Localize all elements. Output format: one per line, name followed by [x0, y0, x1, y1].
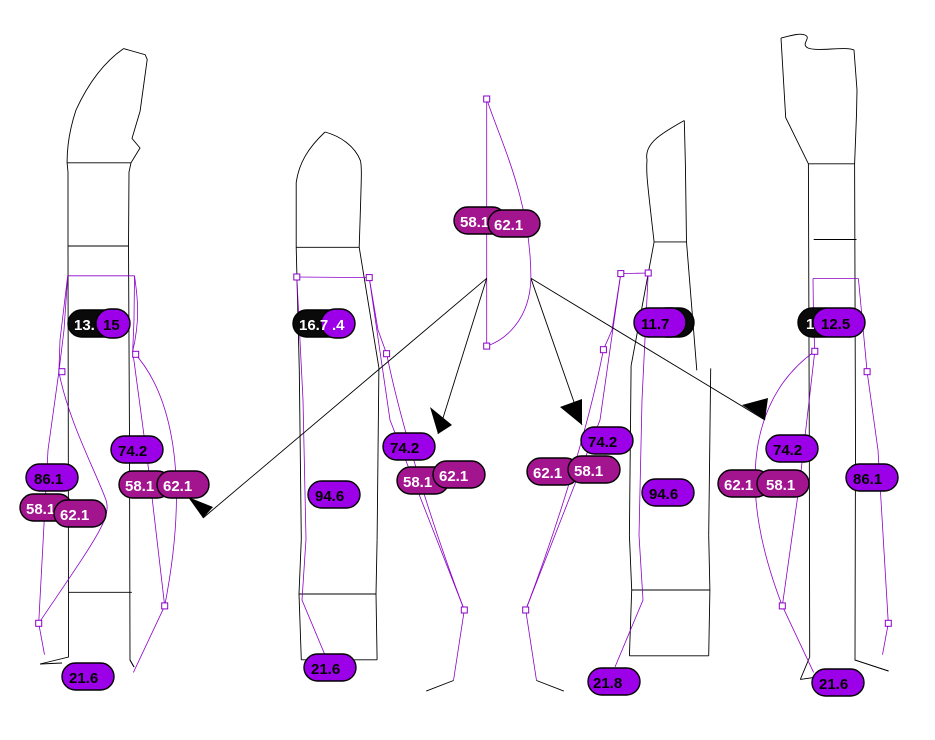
svg-text:62.1: 62.1	[533, 465, 562, 482]
svg-text:58.1: 58.1	[125, 478, 154, 495]
svg-text:86.1: 86.1	[34, 471, 63, 488]
svg-text:62.1: 62.1	[439, 468, 468, 485]
svg-text:21.6: 21.6	[69, 670, 98, 687]
svg-text:11.7: 11.7	[641, 316, 669, 333]
svg-text:1: 1	[806, 316, 814, 333]
svg-text:21.6: 21.6	[819, 676, 848, 693]
svg-text:13.: 13.	[74, 317, 95, 334]
svg-text:86.1: 86.1	[853, 471, 882, 488]
svg-text:74.2: 74.2	[390, 440, 419, 457]
svg-text:62.1: 62.1	[494, 217, 523, 234]
svg-text:62.1: 62.1	[163, 478, 192, 495]
svg-text:94.6: 94.6	[315, 488, 344, 505]
svg-text:74.2: 74.2	[118, 443, 147, 460]
svg-text:58.1: 58.1	[766, 477, 795, 494]
svg-text:94.6: 94.6	[649, 486, 678, 503]
svg-text:62.1: 62.1	[724, 477, 753, 494]
svg-text:62.1: 62.1	[60, 507, 89, 524]
svg-text:58.1: 58.1	[460, 214, 489, 231]
svg-text:12.5: 12.5	[821, 316, 850, 333]
svg-text:74.2: 74.2	[588, 434, 617, 451]
svg-text:.4: .4	[332, 317, 345, 334]
svg-text:58.1: 58.1	[26, 501, 55, 518]
svg-text:58.1: 58.1	[403, 474, 432, 491]
svg-text:58.1: 58.1	[574, 463, 603, 480]
svg-text:16.7: 16.7	[299, 317, 328, 334]
svg-text:74.2: 74.2	[773, 442, 802, 459]
svg-text:21.6: 21.6	[311, 661, 340, 678]
svg-text:21.8: 21.8	[593, 675, 622, 692]
svg-text:15: 15	[103, 317, 120, 334]
